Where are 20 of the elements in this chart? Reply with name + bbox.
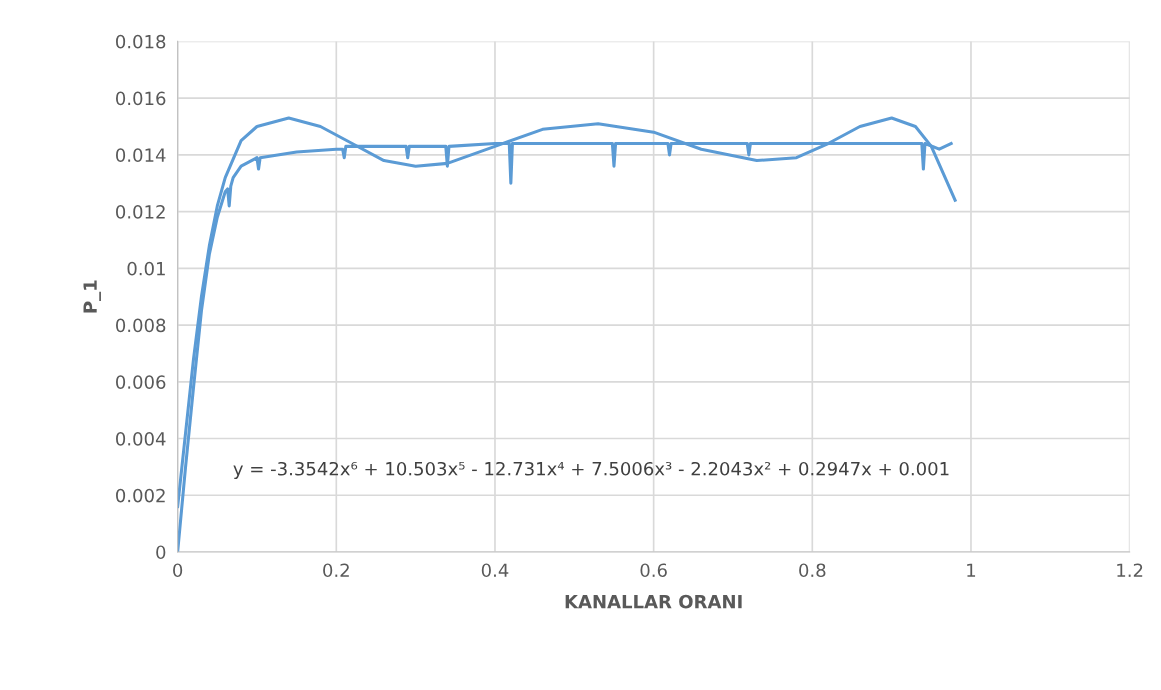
- x-tick-label: 1.2: [1117, 563, 1143, 577]
- annotation: y = -3.3542x⁶ + 10.503x⁵ - 12.731x⁴ + 7.5006x³ - 2.2043x² + 0.2947x + 0.001: [233, 461, 949, 480]
- y-tick-label: 0.008: [116, 318, 166, 333]
- x-tick-label: 0.4: [481, 563, 509, 578]
- y-tick-label: 0.006: [116, 375, 166, 389]
- y-tick-label: 0: [156, 545, 166, 560]
- x-tick-label: 0.2: [323, 563, 349, 578]
- x-tick-label: 1: [967, 563, 976, 577]
- x-tick-label: 0: [173, 563, 183, 578]
- y-tick-label: 0.004: [116, 431, 166, 446]
- x-axis-title: KANALLAR ORANI: [565, 594, 742, 609]
- y-tick-label: 0.01: [127, 261, 165, 276]
- y-tick-label: 0.018: [116, 34, 166, 49]
- y-tick-label: 0.014: [116, 148, 166, 162]
- x-tick-label: 0.8: [799, 563, 826, 578]
- x-tick-label: 0.6: [640, 563, 667, 578]
- y-axis-title: P_1: [83, 280, 101, 313]
- y-tick-label: 0.016: [116, 91, 166, 106]
- y-tick-label: 0.002: [116, 488, 165, 503]
- y-tick-label: 0.012: [116, 205, 165, 219]
